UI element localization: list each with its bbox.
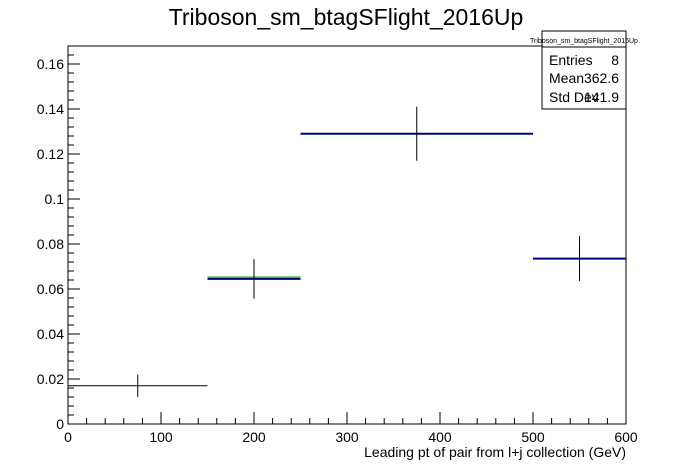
chart-title: Triboson_sm_btagSFlight_2016Up (169, 4, 524, 30)
stats-entries-label: Entries (549, 52, 593, 68)
stats-box-title: Triboson_sm_btagSFlight_2016Up (530, 38, 638, 45)
y-tick-label: 0.1 (45, 191, 65, 207)
x-tick-label: 600 (614, 429, 638, 445)
x-tick-label: 500 (521, 429, 545, 445)
x-axis: 0 100 200 300 400 500 600 (64, 412, 638, 445)
stats-box: Triboson_sm_btagSFlight_2016Up Entries 8… (530, 30, 638, 110)
y-tick-label: 0.12 (37, 146, 64, 162)
stats-mean-label: Mean (549, 70, 584, 86)
x-axis-label: Leading pt of pair from l+j collection (… (364, 444, 626, 460)
stats-stddev-value: 141.9 (584, 89, 619, 105)
stats-stddev-label: Std Dev (549, 89, 599, 105)
stats-mean-value: 362.6 (584, 70, 619, 86)
y-tick-label: 0.02 (37, 371, 64, 387)
y-tick-label: 0.06 (37, 281, 64, 297)
x-tick-label: 200 (242, 429, 266, 445)
y-tick-label: 0.08 (37, 236, 64, 252)
histogram-bins (68, 106, 626, 397)
y-tick-label: 0 (56, 416, 64, 432)
stats-entries-value: 8 (611, 52, 619, 68)
x-tick-label: 300 (335, 429, 359, 445)
x-tick-label: 400 (428, 429, 452, 445)
stats-box-frame (541, 30, 627, 110)
y-tick-label: 0.04 (37, 326, 64, 342)
y-tick-label: 0.16 (37, 56, 64, 72)
y-tick-label: 0.14 (37, 101, 64, 117)
y-axis: 0 0.02 0.04 0.06 0.08 0.1 0.12 0.14 0.16 (37, 45, 80, 432)
x-tick-label: 100 (149, 429, 173, 445)
x-tick-label: 0 (64, 429, 72, 445)
